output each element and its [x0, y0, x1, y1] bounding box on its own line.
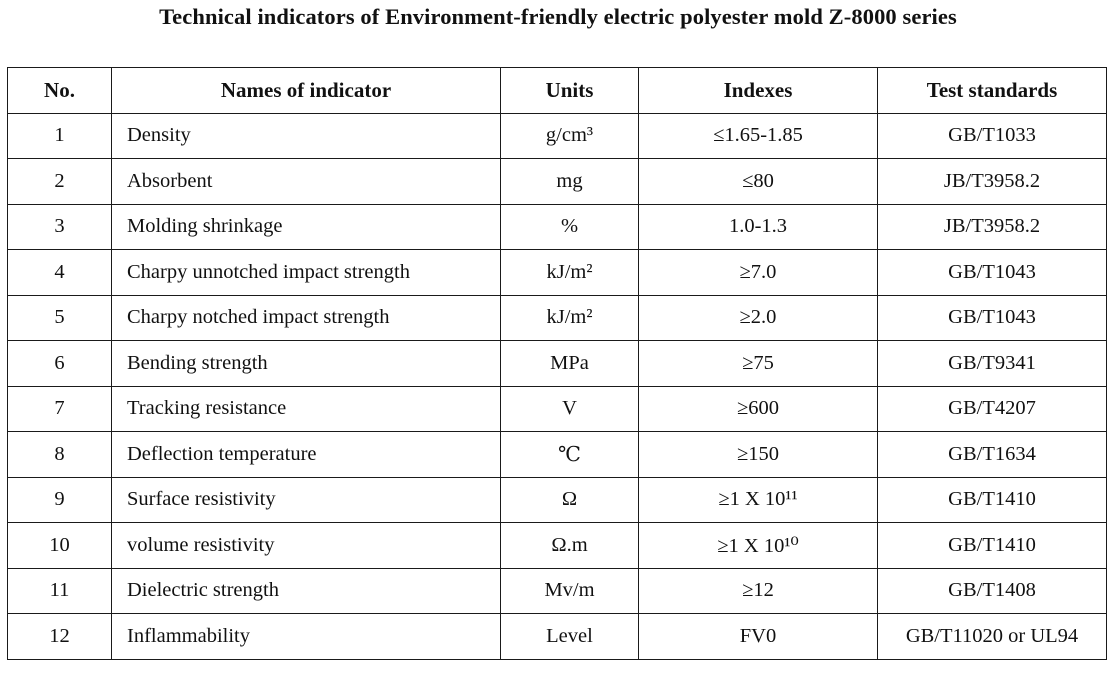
- technical-indicators-table: No. Names of indicator Units Indexes Tes…: [7, 67, 1107, 660]
- header-indexes: Indexes: [638, 67, 878, 114]
- cell-standard: JB/T3958.2: [877, 158, 1107, 205]
- cell-index: FV0: [638, 613, 878, 660]
- cell-units: Ω: [500, 476, 639, 523]
- cell-index: ≤80: [638, 158, 878, 205]
- cell-standard: GB/T1043: [877, 294, 1107, 341]
- cell-name: volume resistivity: [111, 522, 501, 569]
- cell-name: Absorbent: [111, 158, 501, 205]
- table-row: 3 Molding shrinkage % 1.0-1.3 JB/T3958.2: [7, 203, 1107, 250]
- cell-units: V: [500, 385, 639, 432]
- cell-index: ≥1 X 10¹¹: [638, 476, 878, 523]
- cell-index: ≥7.0: [638, 249, 878, 296]
- cell-no: 5: [7, 294, 112, 341]
- header-test-standards: Test standards: [877, 67, 1107, 114]
- cell-no: 1: [7, 112, 112, 159]
- cell-name: Charpy notched impact strength: [111, 294, 501, 341]
- cell-name: Inflammability: [111, 613, 501, 660]
- cell-units: MPa: [500, 340, 639, 387]
- table-row: 4 Charpy unnotched impact strength kJ/m²…: [7, 249, 1107, 296]
- cell-standard: GB/T1410: [877, 476, 1107, 523]
- cell-name: Density: [111, 112, 501, 159]
- cell-index: ≥12: [638, 567, 878, 614]
- cell-units: Mv/m: [500, 567, 639, 614]
- cell-units: kJ/m²: [500, 294, 639, 341]
- cell-no: 7: [7, 385, 112, 432]
- cell-index: ≥1 X 10¹⁰: [638, 522, 878, 569]
- cell-index: ≤1.65-1.85: [638, 112, 878, 159]
- cell-no: 4: [7, 249, 112, 296]
- cell-no: 9: [7, 476, 112, 523]
- cell-no: 11: [7, 567, 112, 614]
- table-row: 9 Surface resistivity Ω ≥1 X 10¹¹ GB/T14…: [7, 476, 1107, 523]
- cell-name: Surface resistivity: [111, 476, 501, 523]
- table-row: 6 Bending strength MPa ≥75 GB/T9341: [7, 340, 1107, 387]
- cell-name: Dielectric strength: [111, 567, 501, 614]
- cell-standard: GB/T1033: [877, 112, 1107, 159]
- cell-no: 10: [7, 522, 112, 569]
- table-row: 1 Density g/cm³ ≤1.65-1.85 GB/T1033: [7, 112, 1107, 159]
- table-row: 5 Charpy notched impact strength kJ/m² ≥…: [7, 294, 1107, 341]
- cell-name: Deflection temperature: [111, 431, 501, 478]
- cell-name: Molding shrinkage: [111, 203, 501, 250]
- cell-index: 1.0-1.3: [638, 203, 878, 250]
- cell-standard: GB/T11020 or UL94: [877, 613, 1107, 660]
- cell-no: 2: [7, 158, 112, 205]
- cell-index: ≥600: [638, 385, 878, 432]
- cell-units: Ω.m: [500, 522, 639, 569]
- cell-no: 8: [7, 431, 112, 478]
- table-header-row: No. Names of indicator Units Indexes Tes…: [7, 67, 1107, 114]
- cell-index: ≥150: [638, 431, 878, 478]
- cell-standard: GB/T9341: [877, 340, 1107, 387]
- header-units: Units: [500, 67, 639, 114]
- cell-standard: GB/T1408: [877, 567, 1107, 614]
- cell-no: 12: [7, 613, 112, 660]
- document-title: Technical indicators of Environment-frie…: [159, 4, 957, 29]
- cell-units: ℃: [500, 431, 639, 478]
- cell-standard: GB/T1043: [877, 249, 1107, 296]
- cell-standard: GB/T1634: [877, 431, 1107, 478]
- cell-units: kJ/m²: [500, 249, 639, 296]
- cell-units: %: [500, 203, 639, 250]
- cell-name: Bending strength: [111, 340, 501, 387]
- cell-standard: JB/T3958.2: [877, 203, 1107, 250]
- table-row: 11 Dielectric strength Mv/m ≥12 GB/T1408: [7, 567, 1107, 614]
- cell-name: Tracking resistance: [111, 385, 501, 432]
- cell-index: ≥2.0: [638, 294, 878, 341]
- header-no: No.: [7, 67, 112, 114]
- cell-standard: GB/T4207: [877, 385, 1107, 432]
- cell-units: mg: [500, 158, 639, 205]
- table-row: 10 volume resistivity Ω.m ≥1 X 10¹⁰ GB/T…: [7, 522, 1107, 569]
- cell-no: 6: [7, 340, 112, 387]
- table-row: 2 Absorbent mg ≤80 JB/T3958.2: [7, 158, 1107, 205]
- table-row: 12 Inflammability Level FV0 GB/T11020 or…: [7, 613, 1107, 660]
- cell-units: g/cm³: [500, 112, 639, 159]
- table-row: 8 Deflection temperature ℃ ≥150 GB/T1634: [7, 431, 1107, 478]
- cell-standard: GB/T1410: [877, 522, 1107, 569]
- cell-no: 3: [7, 203, 112, 250]
- cell-name: Charpy unnotched impact strength: [111, 249, 501, 296]
- cell-index: ≥75: [638, 340, 878, 387]
- header-name: Names of indicator: [111, 67, 501, 114]
- table-row: 7 Tracking resistance V ≥600 GB/T4207: [7, 385, 1107, 432]
- cell-units: Level: [500, 613, 639, 660]
